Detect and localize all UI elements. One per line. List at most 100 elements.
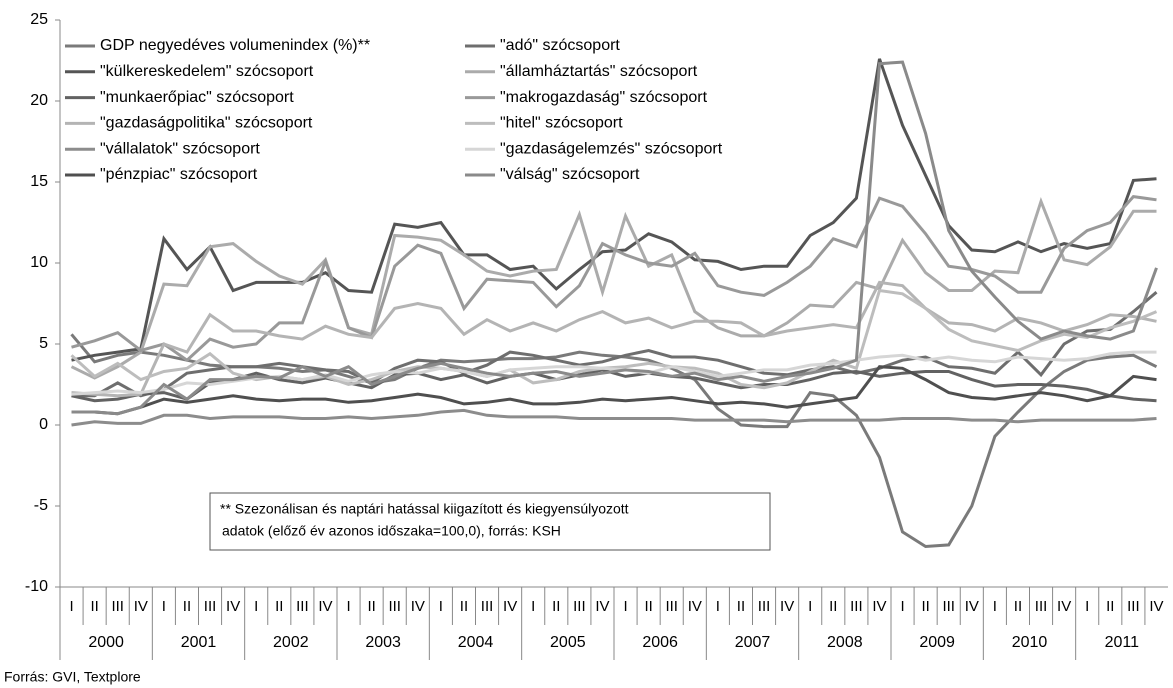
x-tick-label: I <box>531 598 535 615</box>
series-line <box>71 60 1158 416</box>
x-tick-label: III <box>388 598 401 615</box>
x-tick-label: IV <box>503 598 517 615</box>
x-tick-label: III <box>204 598 217 615</box>
legend-bg <box>462 137 762 162</box>
x-tick-label: IV <box>595 598 609 615</box>
x-tick-label: II <box>90 598 98 615</box>
legend-label: "gazdaságpolitika" szócsoport <box>100 115 313 132</box>
series-line <box>71 368 1157 403</box>
x-tick-label: II <box>1014 598 1022 615</box>
legend-bg <box>62 137 422 162</box>
series-line <box>71 350 1157 396</box>
x-tick-label: I <box>254 598 258 615</box>
legend-label: "pénzpiac" szócsoport <box>100 166 258 183</box>
legend-bg <box>62 34 422 58</box>
x-tick-label: I <box>623 598 627 615</box>
x-tick-label: III <box>1035 598 1048 615</box>
year-label: 2010 <box>1012 634 1048 651</box>
y-tick-label: 5 <box>39 335 48 352</box>
legend-bg <box>62 85 422 110</box>
x-tick-label: II <box>367 598 375 615</box>
x-tick-label: II <box>1106 598 1114 615</box>
x-tick-label: IV <box>965 598 979 615</box>
note-box <box>209 492 771 551</box>
legend-bg <box>62 111 422 136</box>
x-tick-label: I <box>716 598 720 615</box>
x-tick-label: IV <box>780 598 794 615</box>
x-tick-label: I <box>1085 598 1089 615</box>
note-line: adatok (előző év azonos időszaka=100,0),… <box>222 523 561 539</box>
year-label: 2003 <box>365 634 401 651</box>
legend-bg <box>462 111 762 136</box>
series-line <box>71 408 1157 427</box>
x-tick-label: IV <box>411 598 425 615</box>
x-tick-label: III <box>296 598 309 615</box>
x-tick-label: I <box>808 598 812 615</box>
legend-label: "hitel" szócsoport <box>500 115 623 132</box>
legend-bg <box>462 34 762 58</box>
x-tick-label: III <box>1127 598 1140 615</box>
year-label: 2005 <box>550 634 586 651</box>
x-tick-label: III <box>758 598 771 615</box>
x-tick-label: III <box>850 598 863 615</box>
source: Forrás: GVI, Textplore <box>4 669 141 685</box>
x-tick-label: III <box>111 598 124 615</box>
legend-label: GDP negyedéves volumenindex (%)** <box>100 37 370 54</box>
x-tick-label: II <box>829 598 837 615</box>
series-line <box>71 195 1157 363</box>
legend-bg <box>462 85 762 110</box>
x-tick-label: II <box>183 598 191 615</box>
series-line <box>70 196 1157 380</box>
legend-bg <box>462 59 762 84</box>
y-tick-label: 0 <box>39 416 48 433</box>
x-tick-label: IV <box>226 598 240 615</box>
y-tick-label: -5 <box>34 497 48 514</box>
x-tick-label: II <box>737 598 745 615</box>
legend-bg <box>462 163 762 187</box>
x-tick-label: IV <box>688 598 702 615</box>
year-label: 2011 <box>1105 634 1140 651</box>
y-tick-label: 15 <box>30 173 48 190</box>
legend-label: "gazdaságelemzés" szócsoport <box>500 140 723 157</box>
legend-label: "külkereskedelem" szócsoport <box>100 63 314 80</box>
legend-label: "munkaerőpiac" szócsoport <box>100 89 294 106</box>
note-line: ** Szezonálisan és naptári hatással kiig… <box>220 501 629 517</box>
year-label: 2001 <box>181 634 217 651</box>
x-tick-label: IV <box>872 598 886 615</box>
legend-label: "vállalatok" szócsoport <box>100 140 260 157</box>
x-tick-label: I <box>993 598 997 615</box>
y-tick-label: -10 <box>25 578 48 595</box>
x-tick-label: III <box>665 598 678 615</box>
year-label: 2004 <box>458 634 494 651</box>
x-tick-label: II <box>921 598 929 615</box>
y-tick-label: 10 <box>30 254 48 271</box>
year-label: 2009 <box>919 634 955 651</box>
x-tick-label: I <box>69 598 73 615</box>
legend-label: "adó" szócsoport <box>500 37 620 54</box>
x-tick-label: I <box>162 598 166 615</box>
x-tick-label: II <box>275 598 283 615</box>
x-tick-label: IV <box>1057 598 1071 615</box>
legend-label: "államháztartás" szócsoport <box>500 63 698 80</box>
x-tick-label: IV <box>318 598 332 615</box>
year-label: 2008 <box>827 634 863 651</box>
x-tick-label: III <box>481 598 494 615</box>
x-tick-label: II <box>552 598 560 615</box>
x-tick-label: IV <box>1149 598 1163 615</box>
series-line <box>71 280 1157 398</box>
x-tick-label: III <box>942 598 955 615</box>
x-tick-label: II <box>460 598 468 615</box>
year-label: 2006 <box>642 634 678 651</box>
x-tick-label: I <box>900 598 904 615</box>
x-tick-label: II <box>644 598 652 615</box>
year-label: 2007 <box>735 634 771 651</box>
series-line <box>71 291 1158 398</box>
legend-label: "válság" szócsoport <box>500 166 640 183</box>
x-tick-label: IV <box>134 598 148 615</box>
x-tick-label: I <box>346 598 350 615</box>
legend-bg <box>62 59 422 84</box>
y-tick-label: 20 <box>30 92 48 109</box>
series-line <box>71 365 1157 416</box>
year-label: 2002 <box>273 634 309 651</box>
